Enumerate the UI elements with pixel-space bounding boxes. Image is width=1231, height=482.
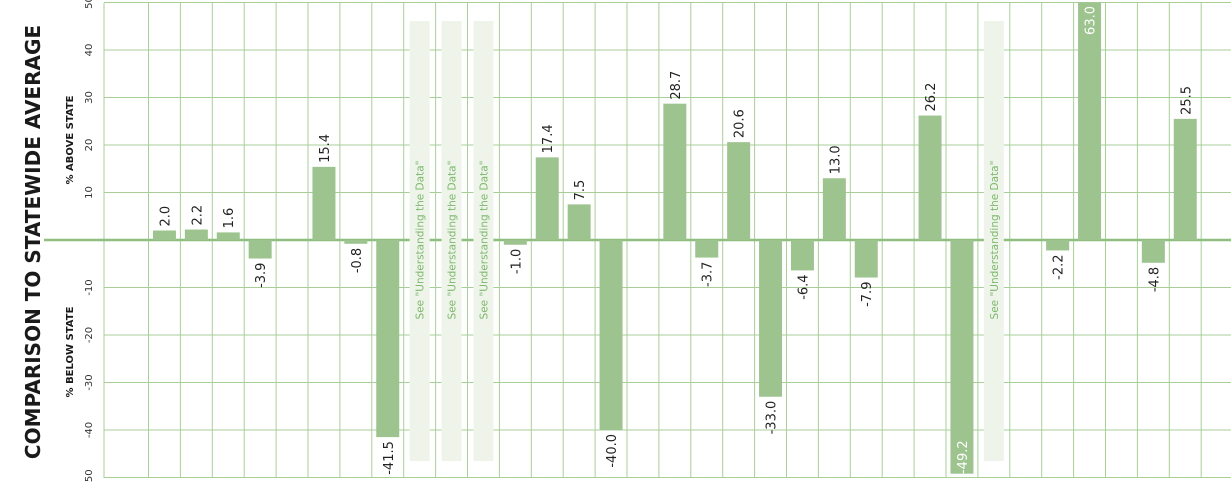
note-text: See "Understanding the Data": [478, 161, 490, 320]
value-label: 26.2: [924, 83, 939, 112]
bar: [503, 240, 527, 245]
bar: [918, 115, 942, 240]
value-label: 17.4: [541, 124, 556, 153]
bar: [567, 204, 591, 240]
y-tick-label: -50: [84, 469, 95, 482]
bar: [854, 240, 878, 278]
y-tick-label: -20: [84, 327, 95, 343]
bar: [152, 230, 176, 240]
bar: [727, 142, 751, 240]
note-column: [409, 21, 430, 461]
value-label: -1.0: [509, 249, 524, 274]
bar: [535, 157, 559, 240]
note-column: [983, 21, 1004, 461]
bar: [950, 240, 974, 474]
above-state-label: % ABOVE STATE: [65, 95, 76, 184]
value-label: -40.0: [605, 434, 620, 468]
bar: [1078, 2, 1102, 240]
value-label: -3.7: [701, 262, 716, 287]
bar: [248, 240, 272, 259]
note-text: See "Understanding the Data": [447, 161, 459, 320]
value-label: 7.5: [573, 180, 588, 201]
below-state-label: % BELOW STATE: [65, 306, 76, 397]
note-column: [441, 21, 462, 461]
note-column: [473, 21, 494, 461]
y-tick-label: -10: [84, 279, 95, 295]
bar: [599, 240, 623, 430]
value-label: 15.4: [318, 134, 333, 163]
y-tick-label: -40: [84, 422, 95, 438]
bar: [344, 240, 368, 244]
value-label: 2.0: [158, 206, 173, 227]
value-label: -0.8: [350, 248, 365, 273]
bar: [663, 103, 687, 240]
y-tick-label: 30: [84, 91, 95, 104]
bar: [1173, 118, 1197, 240]
value-label: 25.5: [1179, 86, 1194, 115]
bar-series: [152, 2, 1197, 474]
note-text: See "Understanding the Data": [989, 161, 1001, 320]
y-tick-label: 10: [84, 186, 95, 199]
bar: [695, 240, 719, 258]
grid-lines: [44, 2, 1231, 478]
value-label: -3.9: [254, 263, 269, 288]
y-tick-label: -30: [84, 374, 95, 390]
value-label: 20.6: [733, 109, 748, 138]
value-label: -2.2: [1052, 254, 1067, 279]
chart-title: COMPARISON TO STATEWIDE AVERAGE: [21, 25, 45, 459]
bar: [184, 229, 208, 240]
bar: [1141, 240, 1165, 263]
y-axis: 50 40 30 20 10 -10 -20 -30 -40 -50: [84, 0, 95, 482]
bar: [822, 178, 846, 240]
bar: [216, 232, 240, 240]
value-labels: 2.0 2.2 1.6 -3.9 15.4 -0.8 -41.5 -1.0 17.4 7.5 -40…: [158, 6, 1194, 475]
bar: [759, 240, 783, 397]
value-label: 13.0: [828, 145, 843, 174]
note-columns: See "Understanding the Data" See "Underst…: [409, 21, 1004, 461]
bar: [376, 240, 400, 438]
value-label: -4.8: [1147, 267, 1162, 292]
y-tick-label: 50: [84, 0, 95, 9]
bar: [312, 166, 336, 240]
value-label: -49.2: [956, 440, 971, 474]
y-tick-label: 40: [84, 44, 95, 57]
value-label: 28.7: [669, 71, 684, 100]
value-label: 63.0: [1084, 6, 1099, 35]
value-label: -6.4: [796, 274, 811, 299]
value-label: -7.9: [860, 282, 875, 307]
value-label: -33.0: [765, 401, 780, 435]
value-label: 1.6: [222, 208, 237, 229]
bar: [1046, 240, 1070, 251]
note-text: See "Understanding the Data": [415, 161, 427, 320]
value-label: 2.2: [190, 205, 205, 226]
bar: [790, 240, 814, 271]
value-label: -41.5: [382, 441, 397, 475]
y-tick-label: 20: [84, 139, 95, 152]
